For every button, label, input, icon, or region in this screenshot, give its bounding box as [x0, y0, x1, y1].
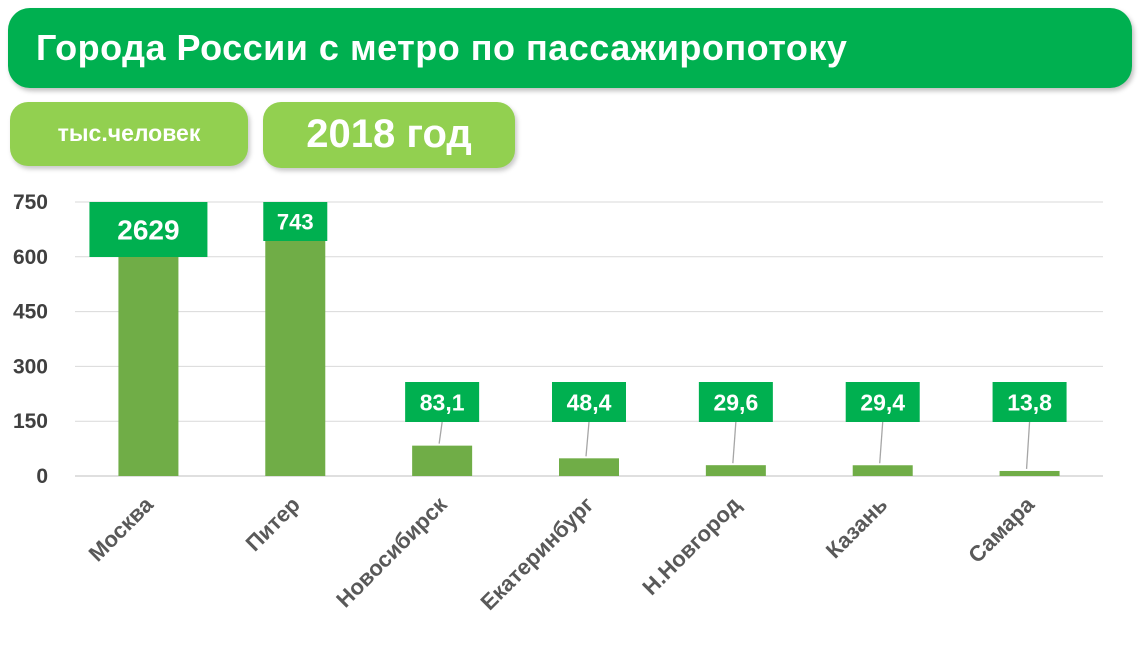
bar: [705, 465, 766, 476]
y-tick-label: 300: [13, 355, 48, 378]
unit-badge: тыс.человек: [10, 102, 248, 166]
data-label: 743: [277, 209, 314, 234]
leader-line: [732, 421, 737, 464]
category-label: Самара: [963, 491, 1039, 567]
data-label-box: [405, 382, 480, 422]
bar: [412, 445, 473, 476]
data-label-box: [845, 382, 920, 422]
leader-line: [1025, 421, 1031, 469]
data-label: 13,8: [1007, 389, 1052, 415]
data-label-box: [698, 382, 773, 422]
data-label: 29,4: [860, 389, 905, 415]
leader-line: [585, 421, 590, 457]
year-badge: 2018 год: [263, 102, 515, 168]
gridlines: [75, 201, 1103, 477]
category-label: Новосибирск: [331, 491, 452, 612]
category-axis: Москва Питер Новосибирск Екатеринбург Н.Новг…: [84, 491, 1040, 615]
bar: [852, 465, 913, 476]
data-label: 2629: [117, 215, 179, 246]
data-label: 48,4: [567, 389, 612, 415]
y-tick-label: 750: [13, 191, 48, 214]
data-label-box: [263, 202, 328, 241]
title-banner: Города России с метро по пассажиропотоку: [8, 8, 1132, 88]
data-label: 83,1: [420, 389, 465, 415]
data-label-box: [552, 382, 626, 422]
y-axis-ticks: 0 150 300 450 600 750: [13, 191, 48, 488]
data-label-box: [89, 202, 208, 257]
category-label: Москва: [84, 491, 159, 566]
category-label: Екатеринбург: [475, 492, 598, 615]
leader-lines: [438, 421, 1031, 469]
y-tick-label: 150: [13, 410, 48, 433]
bar: [999, 470, 1060, 476]
leader-line: [879, 421, 884, 464]
bars: [118, 202, 1060, 477]
data-label-box: [992, 382, 1067, 422]
bar: [265, 204, 326, 477]
category-label: Питер: [241, 492, 305, 556]
y-tick-label: 450: [13, 301, 48, 324]
bar: [559, 458, 619, 476]
data-labels: 2629 743 83,1 48,4 29,6 29,4 13,8: [89, 202, 1067, 422]
category-label: Н.Новгород: [637, 492, 745, 600]
chart-title: Города России с метро по пассажиропотоку: [36, 27, 848, 68]
category-label: Казань: [821, 492, 892, 563]
data-label: 29,6: [713, 389, 758, 415]
y-tick-label: 600: [13, 246, 48, 269]
y-tick-label: 0: [36, 465, 48, 488]
leader-line: [438, 421, 443, 444]
